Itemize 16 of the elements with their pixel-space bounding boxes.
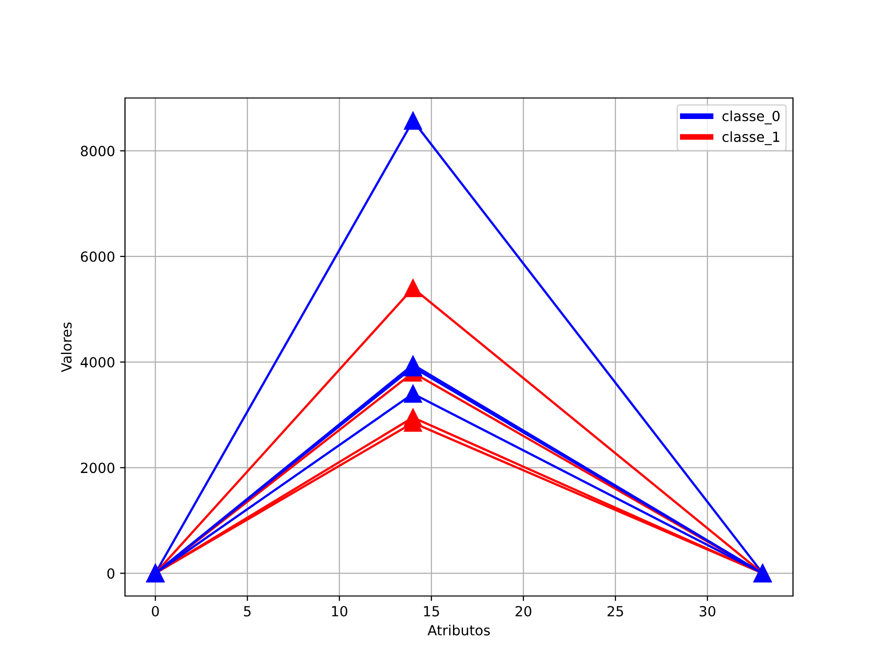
x-tick-label: 15 <box>424 606 440 616</box>
legend-label: classe_1 <box>722 131 780 146</box>
y-tick-label: 0 <box>107 568 114 579</box>
x-tick-label: 5 <box>244 606 251 616</box>
y-tick-label: 6000 <box>80 251 114 262</box>
x-tick-label: 20 <box>516 606 532 616</box>
x-tick-label: 30 <box>700 606 716 616</box>
y-tick-label: 2000 <box>80 462 114 474</box>
y-tick-label: 4000 <box>80 357 114 368</box>
x-tick-label: 0 <box>152 606 159 616</box>
x-tick-label: 25 <box>608 606 624 616</box>
x-tick-label: 10 <box>332 606 348 616</box>
x-axis-title: Atributos <box>428 624 490 636</box>
legend-label: classe_0 <box>722 110 780 124</box>
y-axis-title: Valores <box>60 322 72 372</box>
y-tick-label: 8000 <box>80 146 114 156</box>
